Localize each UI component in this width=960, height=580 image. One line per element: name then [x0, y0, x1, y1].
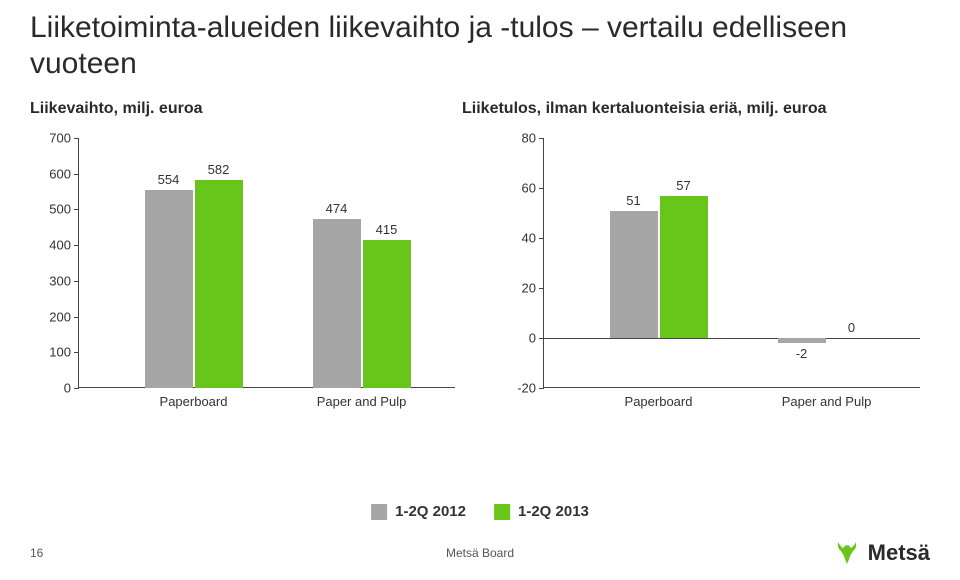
- bar-value-label: 582: [208, 162, 230, 177]
- plot-area-left: 0100200300400500600700554582Paperboard47…: [78, 138, 455, 388]
- axis-tick: 100: [31, 345, 71, 360]
- bar: 474: [313, 219, 361, 388]
- bar: 554: [145, 190, 193, 388]
- axis-tick: 200: [31, 309, 71, 324]
- legend-swatch-2013: [494, 504, 510, 520]
- subtitles-row: Liikevaihto, milj. euroa Liiketulos, ilm…: [30, 100, 930, 118]
- axis-tick: 80: [496, 131, 536, 146]
- category-label: Paperboard: [625, 394, 693, 409]
- axis-tick: 20: [496, 281, 536, 296]
- charts-row: 0100200300400500600700554582Paperboard47…: [30, 128, 930, 418]
- bar-value-label: 57: [676, 178, 690, 193]
- bar-value-label: 554: [158, 172, 180, 187]
- axis-tick: 0: [496, 331, 536, 346]
- subtitle-left: Liikevaihto, milj. euroa: [30, 100, 462, 118]
- legend: 1-2Q 2012 1-2Q 2013: [371, 503, 589, 520]
- chart-result: -200204060805157Paperboard-20Paper and P…: [495, 128, 930, 418]
- axis-tick: 500: [31, 202, 71, 217]
- bar: 582: [195, 180, 243, 388]
- moose-icon: [832, 538, 862, 568]
- bar-value-label: -2: [796, 346, 808, 361]
- legend-item-2012: 1-2Q 2012: [371, 503, 466, 520]
- bar: 57: [660, 196, 708, 339]
- category-label: Paperboard: [160, 394, 228, 409]
- axis-tick: 0: [31, 381, 71, 396]
- page-number: 16: [30, 546, 43, 560]
- footer-center: Metsä Board: [446, 546, 514, 560]
- axis-tick: -20: [496, 381, 536, 396]
- page-title: Liiketoiminta-alueiden liikevaihto ja -t…: [30, 10, 930, 82]
- subtitle-right: Liiketulos, ilman kertaluonteisia eriä, …: [462, 100, 930, 118]
- bar: -2: [778, 338, 826, 343]
- chart-revenue: 0100200300400500600700554582Paperboard47…: [30, 128, 465, 418]
- brand-logo: Metsä: [832, 538, 930, 568]
- bar-value-label: 415: [376, 222, 398, 237]
- bar: 415: [363, 240, 411, 388]
- legend-swatch-2012: [371, 504, 387, 520]
- axis-tick: 700: [31, 131, 71, 146]
- footer: 16 Metsä Board Metsä: [0, 538, 960, 568]
- legend-item-2013: 1-2Q 2013: [494, 503, 589, 520]
- bar-value-label: 474: [326, 201, 348, 216]
- axis-tick: 40: [496, 231, 536, 246]
- axis-tick: 60: [496, 181, 536, 196]
- brand-text: Metsä: [868, 540, 930, 566]
- zero-line: [544, 338, 920, 339]
- slide: Liiketoiminta-alueiden liikevaihto ja -t…: [0, 0, 960, 580]
- legend-label-2013: 1-2Q 2013: [518, 503, 589, 520]
- bar: 51: [610, 211, 658, 339]
- axis-tick: 400: [31, 238, 71, 253]
- axis-tick: 300: [31, 273, 71, 288]
- bar-value-label: 0: [848, 320, 855, 335]
- category-label: Paper and Pulp: [782, 394, 872, 409]
- category-label: Paper and Pulp: [317, 394, 407, 409]
- legend-label-2012: 1-2Q 2012: [395, 503, 466, 520]
- axis-tick: 600: [31, 166, 71, 181]
- bar-value-label: 51: [626, 193, 640, 208]
- plot-area-right: -200204060805157Paperboard-20Paper and P…: [543, 138, 920, 388]
